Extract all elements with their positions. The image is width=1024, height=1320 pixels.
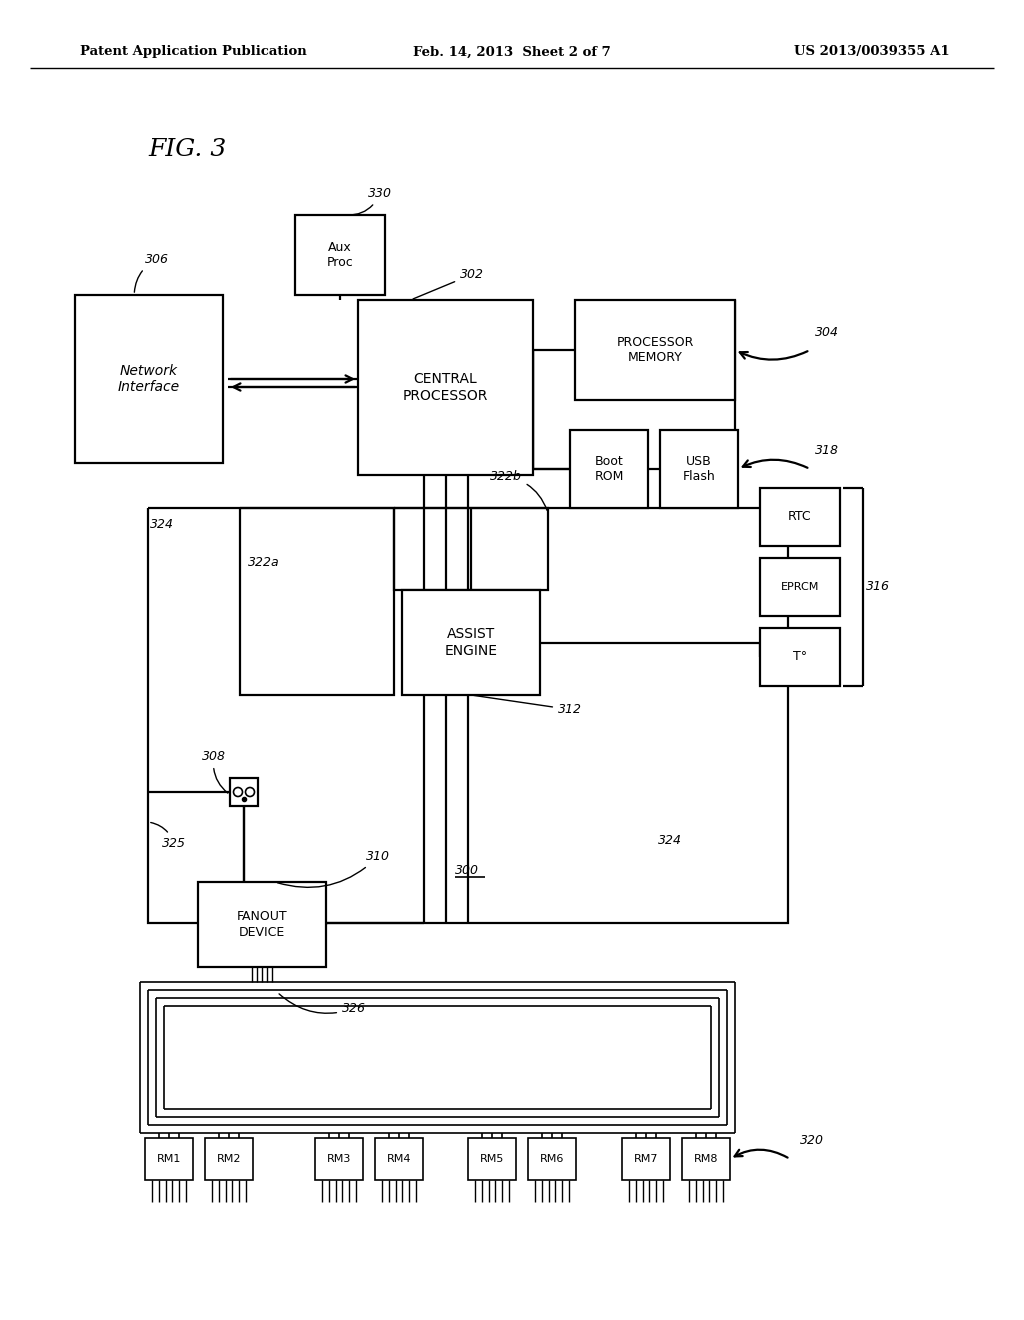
Text: FANOUT
DEVICE: FANOUT DEVICE [237,911,288,939]
Text: 322a: 322a [248,557,280,569]
Bar [145,1138,193,1180]
Text: RM4: RM4 [387,1154,412,1164]
Bar [295,215,385,294]
Text: ASSIST
ENGINE: ASSIST ENGINE [444,627,498,657]
Bar [402,590,540,696]
Text: 324: 324 [658,833,682,846]
Text: 320: 320 [800,1134,824,1147]
Text: 325: 325 [151,822,186,850]
Bar [375,1138,423,1180]
Text: CENTRAL
PROCESSOR: CENTRAL PROCESSOR [402,372,488,403]
Text: RM2: RM2 [217,1154,242,1164]
Text: RM1: RM1 [157,1154,181,1164]
Text: 308: 308 [202,750,227,793]
Text: RM3: RM3 [327,1154,351,1164]
Text: 330: 330 [347,187,392,215]
Text: RM5: RM5 [480,1154,504,1164]
Text: USB
Flash: USB Flash [683,455,716,483]
Bar [575,300,735,400]
Bar [528,1138,575,1180]
Text: RM8: RM8 [693,1154,718,1164]
Text: 310: 310 [278,850,390,887]
Bar [75,294,223,463]
Bar [315,1138,362,1180]
Text: 316: 316 [866,581,890,594]
Text: Boot
ROM: Boot ROM [594,455,624,483]
Bar [205,1138,253,1180]
Text: US 2013/0039355 A1: US 2013/0039355 A1 [795,45,950,58]
Bar [622,1138,670,1180]
Bar [682,1138,730,1180]
Circle shape [233,788,243,796]
Text: Patent Application Publication: Patent Application Publication [80,45,307,58]
Text: 326: 326 [280,994,366,1015]
Bar [760,628,840,686]
Text: RTC: RTC [788,511,812,524]
Bar [358,300,534,475]
Text: PROCESSOR
MEMORY: PROCESSOR MEMORY [616,337,693,364]
Circle shape [246,788,255,796]
Text: 312: 312 [474,696,582,715]
Bar [198,882,326,968]
Text: Network
Interface: Network Interface [118,364,180,395]
Text: RM7: RM7 [634,1154,658,1164]
Text: 304: 304 [815,326,839,338]
Text: T°: T° [793,651,807,664]
Text: 318: 318 [815,445,839,458]
Text: 300: 300 [455,863,479,876]
Bar [760,558,840,616]
Text: EPRCM: EPRCM [781,582,819,591]
Text: 324: 324 [150,517,174,531]
Text: 302: 302 [413,268,484,298]
Text: RM6: RM6 [540,1154,564,1164]
Text: FIG. 3: FIG. 3 [148,139,226,161]
Bar [660,430,738,508]
Bar [760,488,840,546]
Text: Aux
Proc: Aux Proc [327,242,353,269]
Text: 306: 306 [134,253,169,292]
Bar [230,777,258,807]
Text: Feb. 14, 2013  Sheet 2 of 7: Feb. 14, 2013 Sheet 2 of 7 [413,45,611,58]
Bar [468,1138,516,1180]
Text: 322b: 322b [490,470,547,511]
Bar [570,430,648,508]
